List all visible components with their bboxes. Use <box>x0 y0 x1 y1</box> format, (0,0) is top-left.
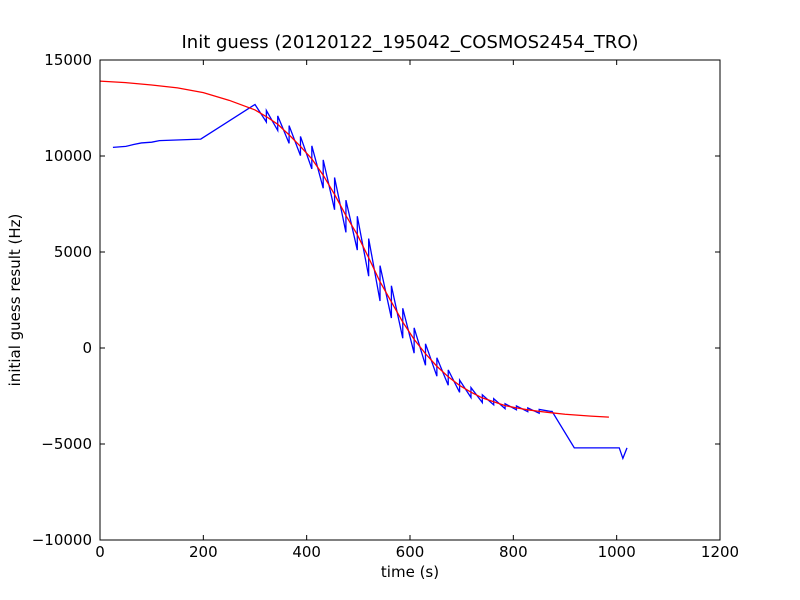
y-axis-label: initial guess result (Hz) <box>6 214 24 387</box>
x-tick-label: 600 <box>396 543 425 561</box>
x-tick-label: 1200 <box>701 543 739 561</box>
x-tick-label: 400 <box>292 543 321 561</box>
x-tick-label: 200 <box>189 543 218 561</box>
x-tick-label: 0 <box>95 543 105 561</box>
chart-title: Init guess (20120122_195042_COSMOS2454_T… <box>181 32 638 53</box>
y-tick-label: −5000 <box>41 435 92 453</box>
x-axis-label: time (s) <box>381 563 439 581</box>
x-tick-label: 800 <box>499 543 528 561</box>
x-tick-label: 1000 <box>598 543 636 561</box>
data-line <box>99 80 609 418</box>
y-tick-label: 10000 <box>44 147 92 165</box>
y-tick-label: 15000 <box>44 51 92 69</box>
y-tick-label: 0 <box>82 339 92 357</box>
y-tick-label: −10000 <box>32 531 92 549</box>
y-tick-label: 5000 <box>54 243 92 261</box>
